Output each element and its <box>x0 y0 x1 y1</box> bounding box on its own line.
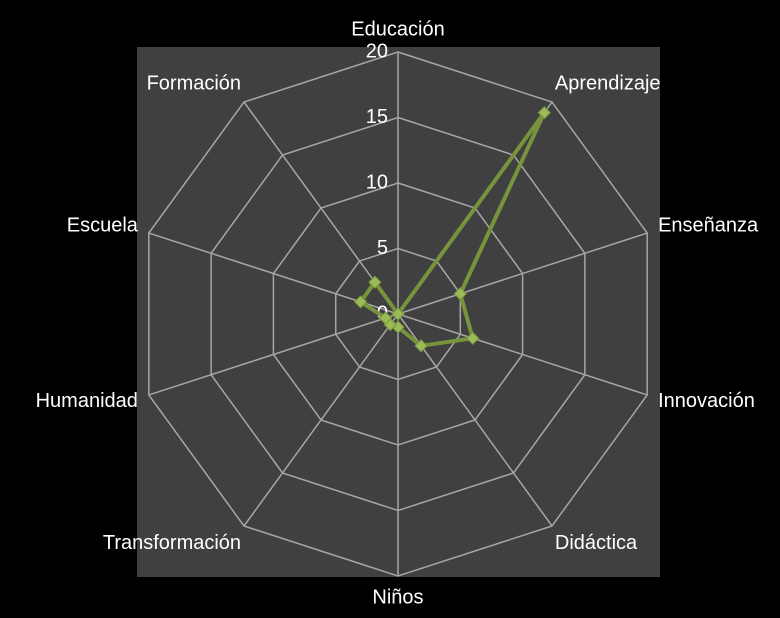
tick-label: 10 <box>366 171 388 193</box>
marker <box>466 331 480 345</box>
tick-label: 0 <box>377 302 388 324</box>
category-label: Innovación <box>658 390 755 412</box>
category-label: Escuela <box>67 215 139 237</box>
category-label: Didáctica <box>555 532 638 554</box>
spoke <box>397 232 648 315</box>
marker <box>537 105 552 120</box>
tick-label: 15 <box>366 106 388 128</box>
marker <box>368 275 382 289</box>
marker <box>391 307 405 321</box>
marker <box>378 311 393 325</box>
spoke <box>148 313 399 396</box>
marker <box>353 295 368 309</box>
category-label: Formación <box>147 73 241 95</box>
category-label: Aprendizaje <box>555 73 661 95</box>
spoke <box>243 313 399 527</box>
tick-label: 5 <box>377 237 388 259</box>
category-label: Enseñanza <box>658 215 759 237</box>
marker <box>453 287 468 301</box>
marker <box>414 339 428 353</box>
tick-label: 20 <box>366 40 388 62</box>
category-label: Niños <box>372 586 423 608</box>
category-label: Humanidad <box>36 390 138 412</box>
category-label: Transformación <box>103 532 241 554</box>
category-label: Educación <box>351 18 444 40</box>
spoke <box>397 313 648 396</box>
